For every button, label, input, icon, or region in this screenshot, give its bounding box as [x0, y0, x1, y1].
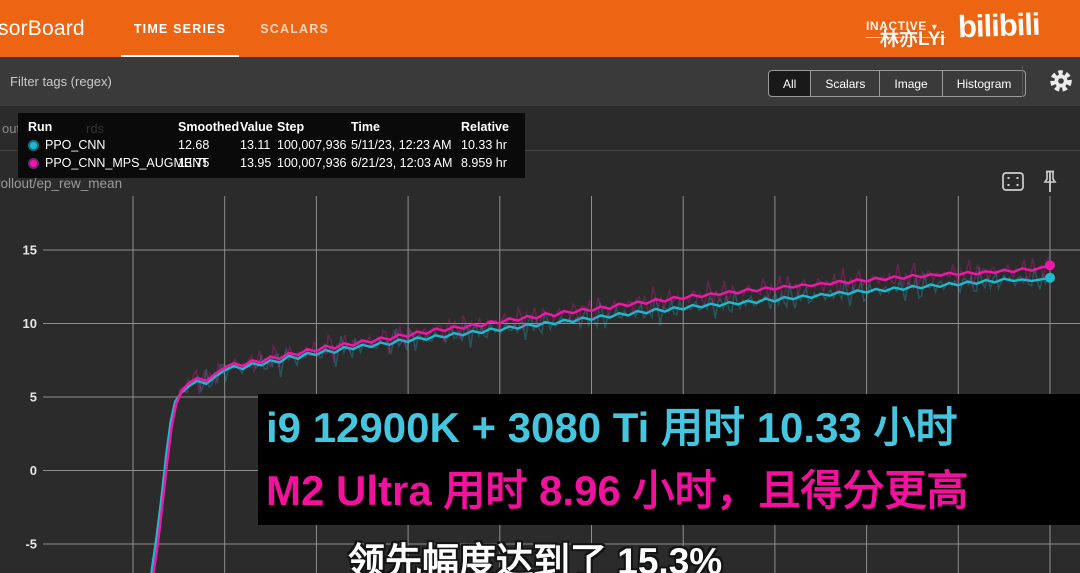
- filter-button-histogram[interactable]: Histogram: [941, 70, 1027, 97]
- svg-text:0: 0: [30, 463, 37, 478]
- watermark-author: 林亦LYi: [880, 29, 946, 50]
- clipped-text-fragment: out: [2, 121, 21, 136]
- fullscreen-icon[interactable]: [1001, 171, 1025, 193]
- top-tabs: TIME SERIES SCALARS: [117, 0, 346, 57]
- caption-line-m2ultra: M2 Ultra 用时 8.96 小时，且得分更高: [266, 467, 969, 514]
- cell-relative: 8.959 hr: [461, 156, 507, 170]
- topbar: sorBoard TIME SERIES SCALARS INACTIVE ▼ 林…: [0, 0, 1080, 57]
- cell-step: 100,007,936: [277, 156, 347, 170]
- cell-smoothed: 12.68: [178, 138, 210, 152]
- cell-value: 13.95: [240, 156, 272, 170]
- col-header-time: Time: [351, 120, 380, 134]
- svg-text:15: 15: [23, 243, 37, 258]
- chevron-down-icon: ▼: [929, 22, 940, 32]
- table-row-run-name: PPO_CNN: [28, 138, 178, 152]
- table-row-run-name: PPO_CNN_MPS_AUGMENT: [28, 156, 209, 170]
- col-header-run: Run: [28, 120, 53, 134]
- tab-scalars[interactable]: SCALARS: [260, 21, 330, 36]
- svg-text:5: 5: [30, 390, 37, 405]
- filter-tags-input[interactable]: [8, 69, 328, 93]
- bilibili-logo: bilibili: [957, 6, 1041, 45]
- caption-line-lead-percent: 领先幅度达到了 15.3%: [348, 541, 723, 573]
- toolbar-divider: [1022, 66, 1023, 97]
- cell-time: 5/11/23, 12:23 AM: [351, 138, 452, 152]
- run-tooltip-table: Run Smoothed Value Step Time Relative PP…: [18, 113, 525, 178]
- col-header-smoothed: Smoothed: [178, 120, 240, 134]
- run-status-label: INACTIVE: [866, 19, 927, 33]
- cell-smoothed: 13.75: [178, 156, 210, 170]
- chart-card-title: rollout/ep_rew_mean: [0, 176, 123, 191]
- cell-step: 100,007,936: [277, 138, 347, 152]
- filter-button-scalars[interactable]: Scalars: [810, 70, 881, 97]
- run-name: PPO_CNN: [45, 138, 106, 152]
- section-divider: [0, 150, 1080, 151]
- col-header-relative: Relative: [461, 120, 509, 134]
- dropdown-underline: [866, 37, 946, 38]
- caption-line-intel: i9 12900K + 3080 Ti 用时 10.33 小时: [266, 404, 958, 451]
- card-type-filter-group: All Scalars Image Histogram: [768, 70, 1027, 97]
- caption-band: i9 12900K + 3080 Ti 用时 10.33 小时 M2 Ultra…: [258, 394, 1080, 525]
- cell-time: 6/21/23, 12:03 AM: [351, 156, 453, 170]
- run-color-dot-magenta: [28, 157, 39, 169]
- pin-icon[interactable]: [1042, 169, 1058, 194]
- run-status-dropdown[interactable]: INACTIVE ▼: [866, 19, 946, 38]
- tab-time-series[interactable]: TIME SERIES: [117, 0, 243, 57]
- run-color-dot-cyan: [28, 139, 39, 151]
- svg-text:-5: -5: [25, 537, 37, 552]
- run-name: PPO_CNN_MPS_AUGMENT: [45, 156, 209, 170]
- cell-value: 13.11: [240, 138, 271, 152]
- cell-relative: 10.33 hr: [461, 138, 507, 152]
- tensorboard-logo: sorBoard: [0, 16, 85, 40]
- filter-button-image[interactable]: Image: [879, 70, 943, 97]
- col-header-step: Step: [277, 120, 305, 134]
- col-header-value: Value: [240, 120, 273, 134]
- filter-button-all[interactable]: All: [768, 70, 812, 97]
- filter-bar: All Scalars Image Histogram: [0, 57, 1080, 106]
- clipped-text-fragment: rds: [86, 121, 105, 136]
- svg-text:10: 10: [23, 316, 37, 331]
- settings-gear-icon[interactable]: [1047, 67, 1075, 95]
